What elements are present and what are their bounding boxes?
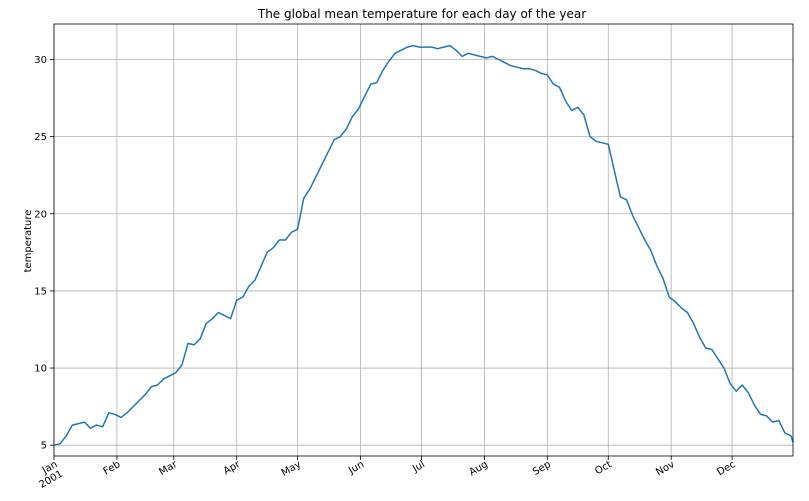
x-tick-label-group: Jun — [346, 459, 366, 477]
y-tick-label: 25 — [34, 132, 47, 143]
x-tick-label: Oct — [593, 459, 614, 477]
y-tick-label: 15 — [34, 286, 47, 297]
x-tick-label: May — [280, 459, 303, 479]
x-tick-label: Nov — [654, 459, 676, 478]
y-axis-ticks: 5 10 15 20 25 30 — [34, 55, 54, 452]
x-tick-label-group: Mar — [157, 459, 180, 478]
y-tick-label: 30 — [34, 55, 47, 66]
x-tick-label: Mar — [157, 459, 180, 478]
x-tick-label-group: Dec — [715, 459, 737, 478]
series-line — [53, 44, 794, 446]
x-tick-label: Feb — [102, 459, 123, 477]
x-tick-label-group: Feb — [102, 459, 123, 477]
y-tick-label: 5 — [41, 441, 47, 452]
x-tick-label-group: Oct — [593, 459, 614, 477]
x-tick-label-group: Nov — [654, 459, 676, 478]
x-tick-label: Jun — [346, 459, 366, 477]
y-tick-label: 20 — [34, 209, 47, 220]
x-tick-label: Jul — [410, 459, 427, 475]
y-axis-label: temperature — [23, 210, 34, 273]
x-tick-label-group: Jul — [410, 459, 427, 475]
x-tick-label: Sep — [531, 459, 553, 478]
grid-lines — [53, 24, 793, 456]
plot-frame — [53, 23, 794, 457]
chart-title: The global mean temperature for each day… — [257, 7, 586, 21]
x-tick-label-group: Aug — [467, 459, 489, 478]
x-tick-label-group: Sep — [531, 459, 553, 478]
x-tick-label: Apr — [222, 459, 243, 478]
x-tick-label: Dec — [715, 459, 737, 478]
x-tick-label: Aug — [467, 459, 489, 478]
x-tick-label-group: May — [280, 459, 303, 479]
x-tick-label-group: Apr — [222, 459, 243, 478]
series-lines — [53, 44, 794, 446]
y-tick-label: 10 — [34, 364, 47, 375]
